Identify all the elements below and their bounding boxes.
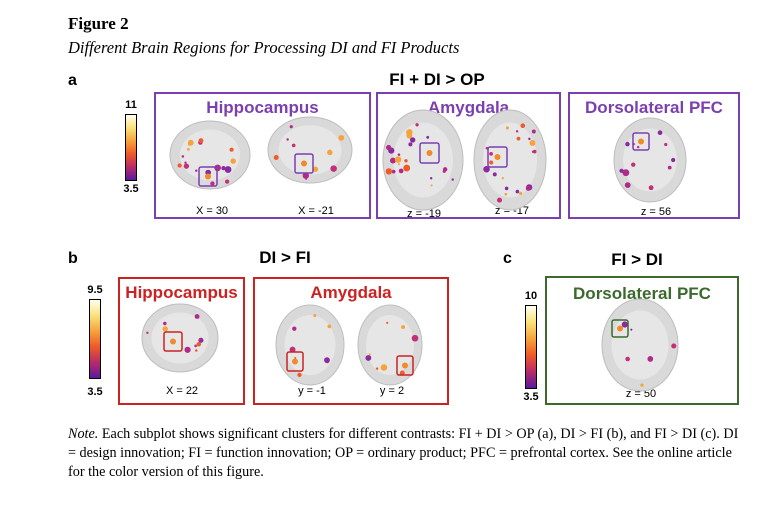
- colorbar-c-min: 3.5: [523, 391, 539, 403]
- panel-b-letter: b: [68, 250, 78, 267]
- colorbar-a-min: 3.5: [123, 183, 139, 195]
- slice-coord: z = 56: [640, 206, 672, 218]
- panel-b-amygdala-box: Amygdala y = -1 y = 2: [253, 277, 449, 405]
- colorbar-c: [525, 305, 537, 389]
- slice-coord: z = 50: [625, 388, 657, 400]
- colorbar-b: [89, 299, 101, 379]
- panel-a-amygdala-box: Amygdala z = -19 z = -17: [376, 92, 561, 220]
- note-label: Note.: [68, 426, 99, 442]
- box-title: Dorsolateral PFC: [585, 98, 723, 117]
- panel-c-contrast: FI > DI: [611, 250, 663, 269]
- slice-coord: z = -19: [407, 208, 441, 220]
- box-title: Dorsolateral PFC: [573, 284, 711, 303]
- colorbar-a-max: 11: [125, 99, 137, 111]
- panel-a-letter: a: [68, 72, 77, 89]
- slice-coord: y = -1: [298, 385, 326, 397]
- slice-coord: X = 30: [195, 205, 229, 217]
- panel-c-dlpfc-box: Dorsolateral PFC z = 50: [545, 276, 739, 405]
- slice-coord: z = -17: [495, 205, 529, 217]
- panel-c-letter: c: [503, 250, 512, 267]
- slice-coord: X = 22: [165, 385, 199, 397]
- figure-note: Note. Each subplot shows significant clu…: [68, 425, 748, 482]
- figure-subtitle: Different Brain Regions for Processing D…: [68, 38, 460, 57]
- slice-coord: y = 2: [379, 385, 405, 397]
- box-title: Hippocampus: [206, 98, 319, 117]
- colorbar-b-min: 3.5: [87, 386, 103, 398]
- colorbar-a: [125, 114, 137, 181]
- colorbar-c-max: 10: [524, 290, 538, 302]
- panel-b-contrast: DI > FI: [259, 248, 311, 267]
- slice-coord: X = -21: [298, 205, 334, 217]
- box-title: Amygdala: [310, 283, 392, 302]
- panel-a-dlpfc-box: Dorsolateral PFC z = 56: [568, 92, 740, 219]
- colorbar-b-max: 9.5: [87, 284, 103, 296]
- panel-a-hippocampus-box: Hippocampus X = 30 X = -21: [154, 92, 371, 219]
- panel-a-contrast: FI + DI > OP: [389, 70, 485, 89]
- box-title: Hippocampus: [125, 283, 238, 302]
- note-text: Each subplot shows significant clusters …: [68, 426, 739, 480]
- panel-b-hippocampus-box: Hippocampus X = 22: [118, 277, 245, 405]
- box-title: Amygdala: [427, 98, 510, 117]
- figure-title: Figure 2: [68, 14, 129, 33]
